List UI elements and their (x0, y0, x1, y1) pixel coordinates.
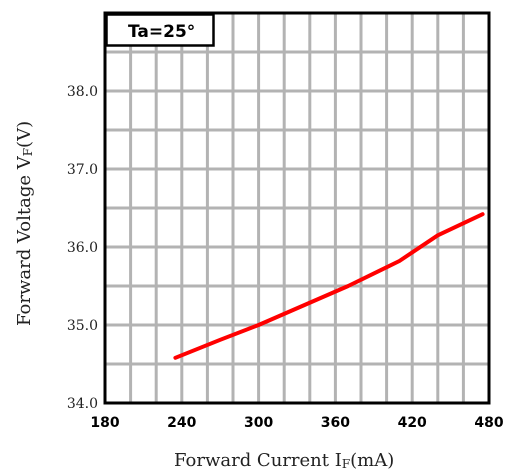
annotation-box: Ta=25° (105, 13, 215, 47)
y-tick-label: 35.0 (67, 318, 98, 334)
x-axis-title-unit: (mA) (350, 450, 394, 471)
x-axis-title: Forward Current IF(mA) (174, 450, 394, 471)
temperature-annotation: Ta=25° (128, 22, 195, 42)
y-axis-title: Forward Voltage VF(V) (14, 121, 35, 326)
grid (105, 13, 489, 403)
y-axis-title-main: Forward Voltage V (14, 155, 35, 326)
y-tick-label: 34.0 (67, 396, 98, 412)
x-tick-label: 300 (244, 415, 273, 431)
y-tick-label: 38.0 (67, 84, 98, 100)
y-axis-title-sub: F (21, 148, 35, 156)
x-tick-label: 480 (474, 415, 503, 431)
y-tick-labels: 34.0 35.0 36.0 37.0 38.0 (67, 84, 98, 412)
series-line-1 (173, 212, 485, 360)
x-axis-title-main: Forward Current I (174, 450, 342, 471)
y-tick-label: 36.0 (67, 240, 98, 256)
x-axis-title-sub: F (342, 457, 350, 471)
series-layer (173, 212, 485, 360)
x-tick-label: 240 (167, 415, 196, 431)
x-tick-label: 420 (398, 415, 427, 431)
x-tick-label: 360 (321, 415, 350, 431)
plot-frame (103, 11, 491, 405)
y-axis-title-unit: (V) (14, 121, 35, 148)
x-tick-label: 180 (90, 415, 119, 431)
x-tick-labels: 180 240 300 360 420 480 (90, 415, 503, 431)
y-tick-label: 37.0 (67, 162, 98, 178)
